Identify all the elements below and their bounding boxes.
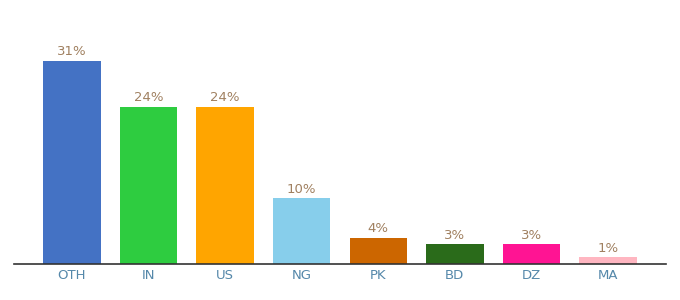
Text: 4%: 4%	[368, 222, 389, 235]
Bar	[273, 199, 330, 264]
Bar	[426, 244, 483, 264]
Bar	[579, 257, 636, 264]
Text: 24%: 24%	[210, 91, 240, 104]
Text: 24%: 24%	[134, 91, 163, 104]
Text: 1%: 1%	[598, 242, 619, 255]
Bar	[503, 244, 560, 264]
Bar	[44, 61, 101, 264]
Bar	[350, 238, 407, 264]
Text: 3%: 3%	[521, 229, 542, 242]
Bar	[120, 107, 177, 264]
Text: 10%: 10%	[287, 183, 316, 196]
Text: 3%: 3%	[444, 229, 465, 242]
Bar	[197, 107, 254, 264]
Text: 31%: 31%	[57, 45, 87, 58]
